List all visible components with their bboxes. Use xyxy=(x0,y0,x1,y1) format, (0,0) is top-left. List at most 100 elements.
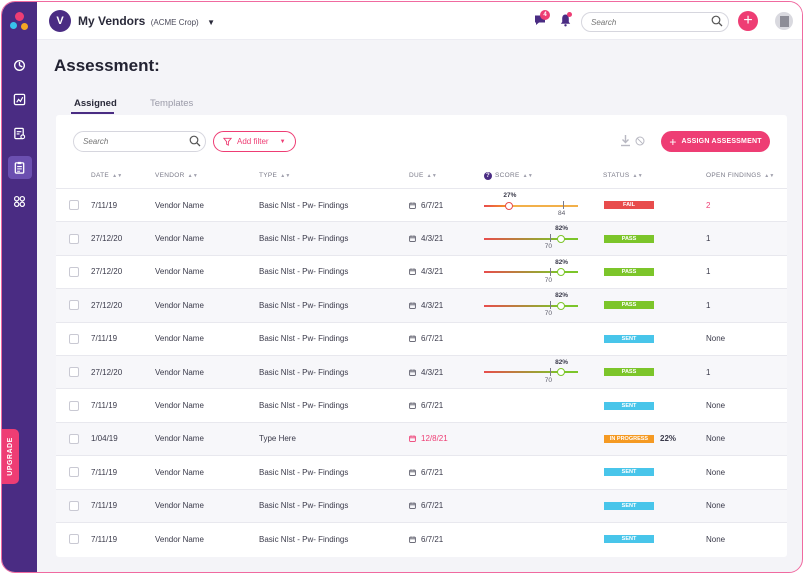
cell-vendor[interactable]: Vendor Name xyxy=(155,300,204,310)
row-checkbox[interactable] xyxy=(69,323,79,355)
row-checkbox[interactable] xyxy=(69,256,79,288)
table-row[interactable]: 7/11/19 Vendor Name Basic NIst - Pw- Findi… xyxy=(56,321,787,355)
table-row[interactable]: 7/11/19 Vendor Name Basic NIst - Pw- Findi… xyxy=(56,521,787,555)
sidebar-nav xyxy=(7,54,32,213)
cell-score: 27% 84 xyxy=(484,189,584,221)
table-row[interactable]: 7/11/19 Vendor Name Basic NIst - Pw- Findi… xyxy=(56,188,787,221)
add-button[interactable]: + xyxy=(738,11,758,31)
row-checkbox[interactable] xyxy=(69,222,79,254)
table-row[interactable]: 7/11/19 Vendor Name Basic NIst - Pw- Findi… xyxy=(56,388,787,421)
score-value: 82% xyxy=(555,225,569,233)
benchmark-value: 70 xyxy=(544,376,553,384)
cell-due: 4/3/21 xyxy=(409,356,443,388)
table-search-input[interactable] xyxy=(73,131,206,152)
sort-icon: ▲▼ xyxy=(280,173,291,179)
cell-status: FAIL xyxy=(604,189,654,221)
cell-vendor[interactable]: Vendor Name xyxy=(155,501,204,511)
column-header-date[interactable]: DATE ▲▼ xyxy=(91,172,123,179)
due-date: 6/7/21 xyxy=(421,334,444,344)
table-row[interactable]: 27/12/20 Vendor Name Basic NIst - Pw- Find… xyxy=(56,288,787,322)
table-row[interactable]: 7/11/19 Vendor Name Basic NIst - Pw- Findi… xyxy=(56,455,787,488)
cell-vendor[interactable]: Vendor Name xyxy=(155,267,204,277)
sort-icon: ▲▼ xyxy=(187,173,199,179)
row-checkbox[interactable] xyxy=(69,456,79,488)
sidebar-item-analytics[interactable] xyxy=(8,88,32,111)
calendar-icon xyxy=(409,502,416,510)
cell-date: 7/11/19 xyxy=(91,534,118,544)
table-row[interactable]: 1/04/19 Vendor Name Type Here 12/8/21 IN PRO… xyxy=(56,421,787,456)
caret-down-icon: ▼ xyxy=(279,138,286,145)
cell-type: Basic NIst - Pw- Findings xyxy=(259,234,349,244)
assign-assessment-label: ASSIGN ASSESSMENT xyxy=(681,138,762,145)
sidebar-item-dashboard[interactable] xyxy=(8,54,32,77)
search-icon[interactable] xyxy=(711,15,723,27)
cell-score xyxy=(484,523,584,555)
score-bar xyxy=(484,237,578,240)
page-title: Assessment: xyxy=(54,56,160,75)
table-row[interactable]: 7/11/19 Vendor Name Basic NIst - Pw- Findi… xyxy=(56,488,787,522)
sidebar-item-apps[interactable] xyxy=(8,190,32,213)
upgrade-button[interactable]: UPGRADE xyxy=(2,429,19,484)
cell-status: IN PROGRESS 22% xyxy=(604,423,676,455)
column-header-type[interactable]: TYPE ▲▼ xyxy=(259,172,291,179)
cell-status: PASS xyxy=(604,289,654,321)
add-filter-button[interactable]: Add filter ▼ xyxy=(213,131,296,152)
cell-vendor[interactable]: Vendor Name xyxy=(155,234,204,244)
sidebar-item-assessments[interactable] xyxy=(7,156,32,179)
status-badge: IN PROGRESS xyxy=(604,434,654,443)
cell-status: PASS xyxy=(604,356,654,388)
cell-vendor[interactable]: Vendor Name xyxy=(155,401,204,411)
cell-date: 7/11/19 xyxy=(91,334,118,344)
row-checkbox[interactable] xyxy=(69,523,79,555)
column-header-status[interactable]: STATUS ▲▼ xyxy=(603,172,643,179)
row-checkbox[interactable] xyxy=(69,389,79,421)
cell-date: 7/11/19 xyxy=(91,501,118,511)
column-header-open-findings[interactable]: OPEN FINDINGS ▲▼ xyxy=(706,172,775,179)
vendor-selector[interactable]: My Vendors (ACME Crop) ▼ xyxy=(78,14,215,28)
sort-icon: ▲▼ xyxy=(764,173,775,179)
global-search-input[interactable] xyxy=(581,12,729,32)
cell-vendor[interactable]: Vendor Name xyxy=(155,367,204,377)
sort-icon: ▲▼ xyxy=(632,173,643,179)
cell-open-findings[interactable]: 2 xyxy=(706,200,711,210)
table-row[interactable]: 27/12/20 Vendor Name Basic NIst - Pw- Find… xyxy=(56,254,787,288)
benchmark-tick xyxy=(549,301,551,310)
tab-templates[interactable]: Templates xyxy=(150,98,194,109)
table-row[interactable]: 27/12/20 Vendor Name Basic NIst - Pw- Find… xyxy=(56,221,787,255)
cell-type: Basic NIst - Pw- Findings xyxy=(259,367,349,377)
column-header-vendor[interactable]: VENDOR ▲▼ xyxy=(155,172,199,179)
row-checkbox[interactable] xyxy=(69,490,79,522)
cell-type: Basic NIst - Pw- Findings xyxy=(259,300,349,310)
sidebar-item-reports[interactable] xyxy=(8,122,32,145)
row-checkbox[interactable] xyxy=(69,423,79,455)
cell-due: 6/7/21 xyxy=(409,389,443,421)
cell-vendor[interactable]: Vendor Name xyxy=(155,200,204,210)
score-bar xyxy=(484,304,578,307)
cell-vendor[interactable]: Vendor Name xyxy=(155,434,204,444)
benchmark-value: 70 xyxy=(544,243,553,251)
row-checkbox[interactable] xyxy=(69,189,79,221)
cell-vendor[interactable]: Vendor Name xyxy=(155,467,204,477)
cell-open-findings: None xyxy=(706,434,726,444)
row-checkbox[interactable] xyxy=(69,289,79,321)
assign-assessment-button[interactable]: + ASSIGN ASSESSMENT xyxy=(661,131,770,152)
cell-vendor[interactable]: Vendor Name xyxy=(155,534,204,544)
sort-icon: ▲▼ xyxy=(522,173,534,179)
search-icon[interactable] xyxy=(189,135,201,147)
cell-date: 27/12/20 xyxy=(91,234,123,244)
tab-assigned[interactable]: Assigned xyxy=(74,98,117,109)
user-avatar[interactable] xyxy=(775,12,793,30)
cell-open-findings: 1 xyxy=(706,300,711,310)
column-header-due[interactable]: DUE ▲▼ xyxy=(409,172,438,179)
cell-open-findings: 1 xyxy=(706,367,711,377)
table-row[interactable]: 27/12/20 Vendor Name Basic NIst - Pw- Find… xyxy=(56,354,787,389)
block-icon[interactable] xyxy=(635,136,645,146)
download-icon[interactable] xyxy=(620,134,631,147)
column-header-score[interactable]: ? SCORE ▲▼ xyxy=(484,172,533,180)
cell-due: 4/3/21 xyxy=(409,222,443,254)
calendar-icon xyxy=(409,202,416,209)
row-checkbox[interactable] xyxy=(69,356,79,388)
cell-due: 6/7/21 xyxy=(409,189,443,221)
cell-vendor[interactable]: Vendor Name xyxy=(155,334,204,344)
score-value: 82% xyxy=(555,292,569,300)
